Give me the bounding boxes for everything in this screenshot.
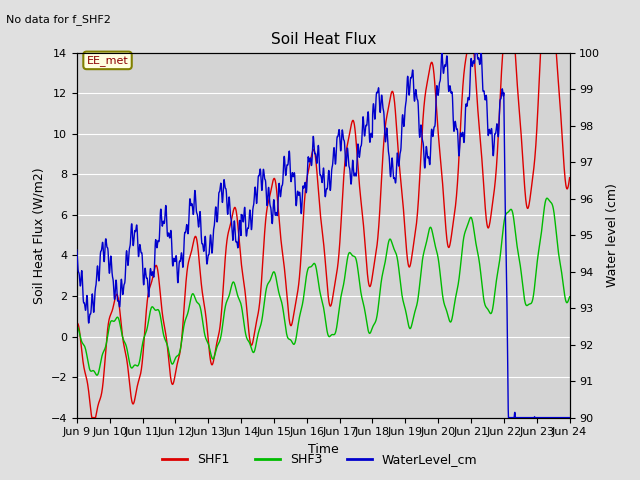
Legend: SHF1, SHF3, WaterLevel_cm: SHF1, SHF3, WaterLevel_cm xyxy=(157,448,483,471)
X-axis label: Time: Time xyxy=(308,443,339,456)
Text: EE_met: EE_met xyxy=(86,55,129,66)
Text: No data for f_SHF2: No data for f_SHF2 xyxy=(6,13,111,24)
Y-axis label: Water level (cm): Water level (cm) xyxy=(606,183,619,287)
Y-axis label: Soil Heat Flux (W/m2): Soil Heat Flux (W/m2) xyxy=(32,167,45,303)
Title: Soil Heat Flux: Soil Heat Flux xyxy=(271,33,376,48)
